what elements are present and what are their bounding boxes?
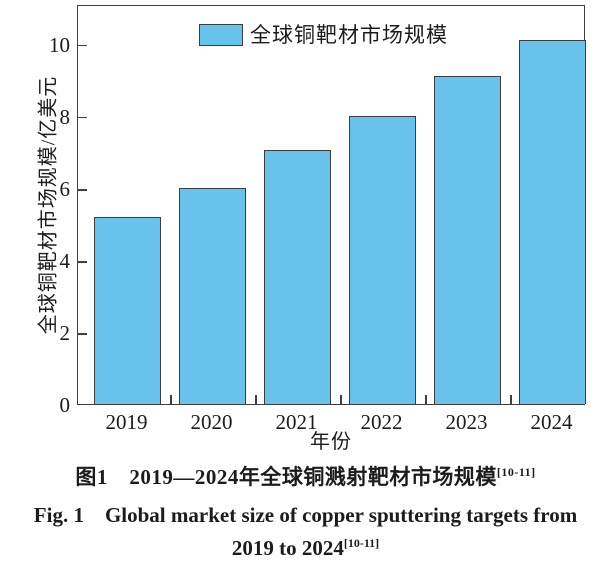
x-axis-title: 年份 [310,431,352,453]
caption-english-line1: Fig. 1 Global market size of copper sput… [0,499,611,529]
x-tick-mark [255,395,257,404]
y-tick-label-4: 4 [59,248,71,273]
y-tick-mark-6 [78,189,87,191]
caption-chinese: 图1 2019—2024年全球铜溅射靶材市场规模[10-11] [0,461,611,491]
y-tick-label-0: 0 [59,393,71,417]
x-tick-label-2022: 2022 [360,410,403,434]
y-tick-label-8: 8 [59,104,71,129]
y-tick-mark-4 [78,261,87,263]
x-tick-mark [170,395,172,404]
caption-english-reference: [10-11] [343,536,380,550]
x-tick-mark [425,395,427,404]
caption-english-line1-text: Fig. 1 Global market size of copper sput… [33,503,578,527]
legend-swatch-icon [199,24,243,46]
x-tick-mark [510,395,512,404]
y-tick-label-2: 2 [59,320,71,345]
bar-2023 [434,76,501,404]
plot-area: 全球铜靶材市场规模 [77,5,586,405]
caption-english-line2: 2019 to 2024[10-11] [0,536,611,561]
y-tick-mark-8 [78,116,87,119]
bar-2022 [349,116,416,404]
x-tick-label-2019: 2019 [105,410,148,434]
bar-2020 [179,188,246,404]
bar-chart: 全球铜靶材市场规模/亿美元 全球铜靶材市场规模 0 2 4 6 8 10 2019 2020… [38,5,586,453]
caption-english-line2-text: 2019 to 2024 [231,536,344,560]
y-tick-mark-10 [78,44,87,47]
legend-label: 全球铜靶材市场规模 [250,23,448,47]
x-tick-mark [340,395,342,404]
x-tick-label-2020: 2020 [190,410,233,434]
bar-2019 [94,217,161,404]
y-tick-mark-2 [78,333,87,335]
caption-chinese-reference: [10-11] [496,465,536,479]
x-tick-label-2021: 2021 [275,410,318,434]
y-tick-label-6: 6 [59,176,71,201]
bar-2021 [264,150,331,404]
caption-chinese-text: 图1 2019—2024年全球铜溅射靶材市场规模 [75,465,497,489]
x-tick-label-2023: 2023 [445,410,488,434]
x-tick-label-2024: 2024 [530,410,573,434]
y-tick-label-10: 10 [49,32,70,57]
bar-2024 [519,40,586,404]
